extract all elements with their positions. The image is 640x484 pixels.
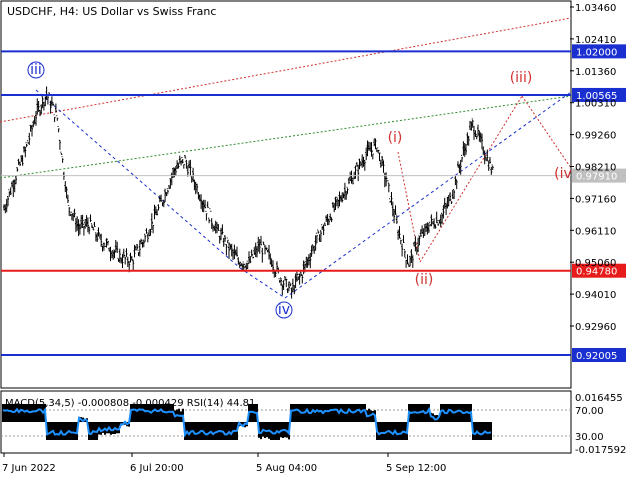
time-axis: 7 Jun 2022 6 Jul 20:00 5 Aug 04:00 5 Sep 12… bbox=[2, 453, 446, 474]
indicator-axis-label: 70.00 bbox=[575, 406, 604, 417]
indicator-axis-label: 30.00 bbox=[575, 432, 604, 443]
wave-i-red: (i) bbox=[388, 130, 403, 146]
red-wave-iii-iv bbox=[521, 95, 572, 169]
chart-title: USDCHF, H4: US Dollar vs Swiss Franc bbox=[7, 5, 216, 18]
wave-ii-red: (ii) bbox=[415, 272, 434, 288]
level-100565-tag bbox=[572, 87, 626, 102]
price-tick-label: 0.95060 bbox=[575, 258, 616, 269]
level-094780-tag bbox=[572, 263, 626, 278]
red-trend-line bbox=[0, 17, 572, 123]
level-102000-tag-label: 1.02000 bbox=[576, 47, 617, 58]
red-wave-ii-iii bbox=[419, 95, 523, 263]
level-102000-tag bbox=[572, 44, 626, 59]
wave-iv-red: (iv bbox=[554, 166, 572, 182]
price-tick-label: 0.94010 bbox=[575, 290, 616, 301]
level-092005-tag-label: 0.92005 bbox=[576, 351, 617, 362]
price-axis: 1.03460 1.02410 1.01360 1.00310 0.99260 0.982… bbox=[570, 3, 616, 333]
time-tick-label: 6 Jul 20:00 bbox=[130, 463, 184, 474]
price-tick-label: 1.02410 bbox=[575, 35, 616, 46]
time-tick-label: 7 Jun 2022 bbox=[2, 463, 56, 474]
time-tick-label: 5 Sep 12:00 bbox=[386, 463, 446, 474]
indicator-label: MACD(5,34,5) -0.000808 -0.000429 RSI(14)… bbox=[5, 398, 255, 409]
levels-layer: 1.02000 1.00565 0.94780 0.92005 0.97910 bbox=[1, 44, 626, 363]
indicator-axis-label: -0.017592 bbox=[575, 445, 626, 456]
price-tick-label: 0.96110 bbox=[575, 226, 616, 237]
wave-iii-blue: iii bbox=[30, 62, 42, 78]
current-price-label: 0.97910 bbox=[576, 172, 617, 183]
price-tick-label: 1.01360 bbox=[575, 67, 616, 78]
wave-labels: iii iv (i) (ii) (iii) (iv bbox=[27, 61, 572, 319]
time-tick-label: 5 Aug 04:00 bbox=[256, 463, 317, 474]
wave-iv-blue: iv bbox=[278, 302, 290, 318]
price-tick-label: 1.00310 bbox=[575, 99, 616, 110]
price-tick-label: 0.92960 bbox=[575, 322, 616, 333]
red-wave-i-ii bbox=[397, 151, 421, 263]
main-plot-frame bbox=[0, 0, 572, 389]
rsi-line bbox=[2, 406, 492, 438]
wave-line-iv-up bbox=[284, 91, 572, 299]
price-tick-label: 1.03460 bbox=[575, 3, 616, 14]
level-094780-tag-label: 0.94780 bbox=[576, 267, 617, 278]
wave-iii-blue-circle bbox=[27, 61, 45, 79]
indicator-axis-label: 0.016455 bbox=[575, 393, 623, 404]
price-tick-label: 0.98210 bbox=[575, 163, 616, 174]
current-price-tag bbox=[572, 168, 626, 183]
wave-iv-blue-circle bbox=[275, 301, 293, 319]
level-100565-tag-label: 1.00565 bbox=[576, 91, 617, 102]
wave-iii-red: (iii) bbox=[510, 70, 533, 86]
price-tick-label: 0.97160 bbox=[575, 194, 616, 205]
green-trend-line bbox=[0, 95, 572, 179]
price-tick-label: 0.99260 bbox=[575, 131, 616, 142]
macd-histogram: 0.016455 70.00 30.00 -0.017592 bbox=[2, 393, 626, 456]
level-092005-tag bbox=[572, 348, 626, 363]
